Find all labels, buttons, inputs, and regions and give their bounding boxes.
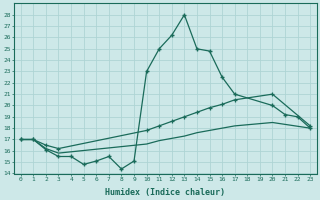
X-axis label: Humidex (Indice chaleur): Humidex (Indice chaleur) [106, 188, 226, 197]
